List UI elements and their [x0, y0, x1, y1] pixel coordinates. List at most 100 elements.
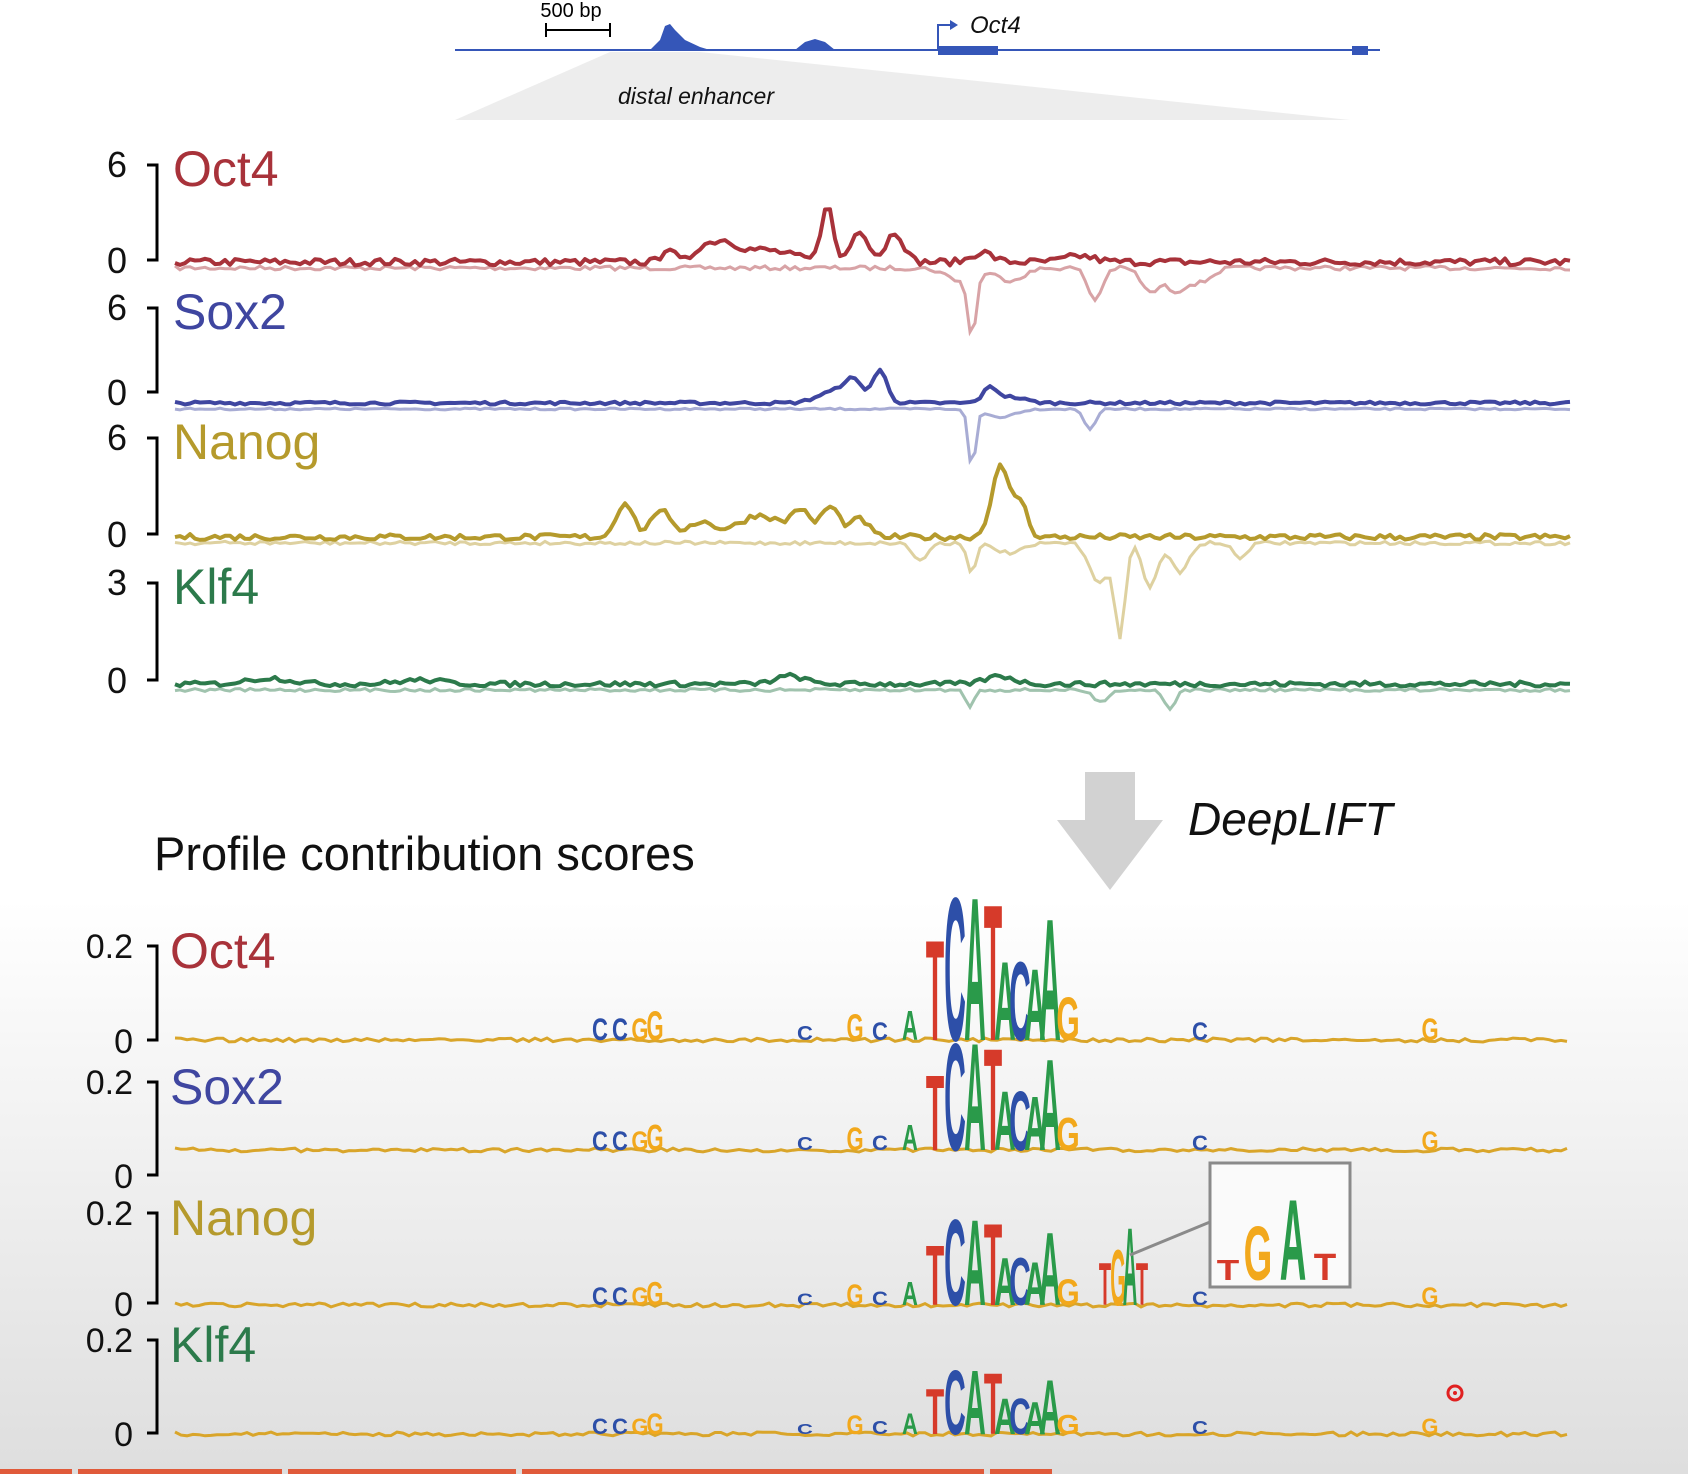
axis-tick-bottom: 0: [107, 514, 127, 555]
down-arrow: [1057, 772, 1163, 890]
motif-letter: C: [1009, 1075, 1031, 1168]
small-letter: C: [872, 1419, 888, 1439]
track-label: Sox2: [170, 1059, 284, 1115]
small-letter: C: [872, 1018, 888, 1046]
inset-connector: [1129, 1220, 1211, 1257]
progress-segment: [522, 1469, 984, 1474]
inset-letter: T: [1314, 1245, 1337, 1288]
axis-tick-top: 6: [107, 287, 127, 328]
small-letter: G: [846, 1411, 863, 1441]
cursor-marker: [1446, 1384, 1464, 1402]
motif-letter: A: [994, 1246, 1016, 1321]
motif-letter: C: [944, 1351, 966, 1455]
nanog-motif-letter: T: [1136, 1253, 1148, 1319]
axis-tick-bottom: 0: [114, 1286, 133, 1324]
track-label: Sox2: [173, 284, 287, 340]
motif-letter: T: [984, 1020, 1002, 1182]
track-label: Klf4: [173, 559, 259, 615]
nanog-motif-letter: T: [1099, 1253, 1111, 1319]
small-letter: C: [797, 1420, 813, 1437]
motif-letter: G: [1056, 1273, 1079, 1314]
motif-letter: A: [964, 1013, 986, 1184]
motif-letter: T: [926, 1375, 944, 1448]
enhancer-peak-1: [650, 24, 710, 50]
scale-bar-label: 500 bp: [540, 0, 601, 22]
baseline-contribution: [174, 1146, 1568, 1154]
small-letter: C: [1192, 1419, 1208, 1439]
motif-letter: A: [1024, 1082, 1046, 1168]
small-letter: C: [592, 1283, 608, 1311]
minus-strand-trace: [174, 406, 1571, 466]
small-letter: C: [612, 1283, 628, 1311]
axis-tick-bottom: 0: [107, 660, 127, 701]
baseline-contribution: [174, 1301, 1568, 1309]
small-letter: G: [646, 1407, 663, 1441]
axis-tick-top: 0.2: [86, 1195, 133, 1233]
small-letter: C: [612, 1012, 628, 1047]
minus-strand-trace: [174, 264, 1571, 337]
axis-tick-top: 0.2: [86, 1322, 133, 1360]
baseline-contribution: [174, 1036, 1568, 1044]
small-letter: C: [872, 1288, 888, 1310]
coverage-track-klf4: 3 0 Klf4: [107, 559, 1571, 712]
small-letter: C: [612, 1414, 628, 1439]
small-letter: G: [1421, 1414, 1438, 1439]
axis-tick-bottom: 0: [114, 1158, 133, 1196]
small-letter: G: [646, 1276, 663, 1312]
small-letter: C: [592, 1127, 608, 1157]
track-label: Nanog: [170, 1190, 317, 1246]
axis-tick-bottom: 0: [114, 1416, 133, 1454]
motif-letter: T: [984, 865, 1002, 1082]
axis-bracket: [147, 944, 159, 1042]
plus-strand-trace: [174, 367, 1571, 407]
axis-bracket: [147, 1338, 159, 1435]
motif-letter: C: [944, 855, 966, 1083]
axis-bracket: [147, 436, 159, 536]
locus-header: 500 bp Oct4 distal enhancer: [455, 0, 1380, 120]
progress-segment: [288, 1469, 516, 1474]
motif-letter: G: [1056, 1410, 1079, 1441]
motif-letter: G: [1056, 1110, 1079, 1161]
gene-label: Oct4: [970, 12, 1021, 39]
axis-bracket: [147, 306, 159, 394]
axis-tick-top: 0.2: [86, 1064, 133, 1102]
axis-tick-bottom: 0: [107, 372, 127, 413]
minus-strand-trace: [174, 686, 1571, 712]
plus-strand-trace: [174, 462, 1571, 542]
motif-letter: A: [1024, 1250, 1046, 1319]
motif-letter: A: [1039, 1211, 1061, 1328]
motif-letter: A: [1024, 1394, 1046, 1445]
track-label: Klf4: [170, 1317, 256, 1373]
section-title: Profile contribution scores: [154, 827, 695, 880]
axis-bracket: [147, 1211, 159, 1305]
small-letter: C: [612, 1127, 628, 1157]
small-letter: G: [631, 1283, 648, 1311]
motif-letter: G: [1056, 985, 1079, 1054]
exon-1: [938, 46, 998, 55]
small-letter: A: [902, 1407, 918, 1441]
small-letter: C: [592, 1012, 608, 1047]
axis-bracket: [147, 581, 159, 682]
coverage-track-sox2: 6 0 Sox2: [107, 284, 1571, 466]
motif-letter: A: [1039, 1363, 1061, 1451]
small-letter: C: [592, 1414, 608, 1439]
motif-letter: C: [1009, 1246, 1031, 1321]
minus-strand-trace: [174, 539, 1571, 640]
small-letter: G: [846, 1278, 863, 1312]
track-label: Oct4: [170, 923, 276, 979]
small-letter: G: [1421, 1283, 1438, 1311]
small-letter: G: [1421, 1127, 1438, 1157]
exon-last: [1352, 46, 1368, 55]
small-letter: G: [631, 1012, 648, 1047]
inset-box: [1208, 1161, 1352, 1289]
small-letter: G: [646, 1119, 663, 1159]
small-letter: C: [872, 1130, 888, 1155]
small-letter: C: [797, 1135, 813, 1155]
progress-segment: [0, 1469, 72, 1474]
